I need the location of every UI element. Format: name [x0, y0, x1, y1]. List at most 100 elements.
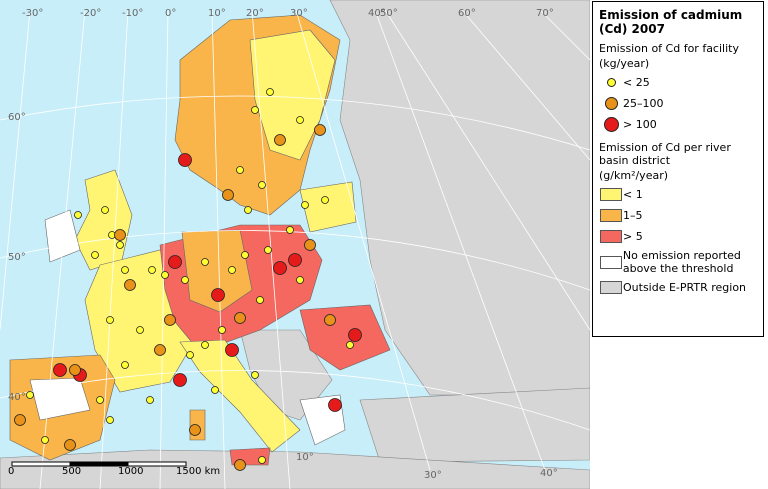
graticule-label: 50° — [380, 8, 398, 19]
legend-label: > 100 — [623, 118, 657, 131]
facility-dot — [101, 206, 109, 214]
facility-dot — [251, 371, 259, 379]
facility-dot — [91, 251, 99, 259]
facility-dot — [251, 106, 259, 114]
facility-dot — [148, 266, 156, 274]
legend-item: No emission reported above the threshold — [599, 247, 757, 277]
graticule-label: 60° — [8, 112, 26, 123]
facility-dot — [222, 189, 234, 201]
facility-dot — [234, 459, 246, 471]
facility-dot — [161, 271, 169, 279]
facility-dot — [146, 396, 154, 404]
facility-dot — [258, 456, 266, 464]
legend-item: > 5 — [599, 226, 757, 247]
facility-dot — [69, 364, 81, 376]
facility-dot — [256, 296, 264, 304]
legend-label: > 5 — [623, 230, 643, 243]
facility-dot — [186, 351, 194, 359]
facility-dot — [296, 116, 304, 124]
facility-dot — [296, 276, 304, 284]
legend-item: < 1 — [599, 184, 757, 205]
legend-item: Outside E-PRTR region — [599, 277, 757, 298]
legend-title: Emission of cadmium (Cd) 2007 — [599, 8, 743, 36]
facility-dot — [304, 239, 316, 251]
graticule-label: 20° — [246, 8, 264, 19]
facility-dot — [348, 328, 362, 342]
facility-dot — [136, 326, 144, 334]
facility-dot — [258, 181, 266, 189]
facility-dot — [346, 341, 354, 349]
graticule-label: -20° — [80, 8, 101, 19]
facility-dot — [154, 344, 166, 356]
facility-dot — [114, 229, 126, 241]
facility-dot — [116, 241, 124, 249]
legend-label: Outside E-PRTR region — [623, 281, 747, 294]
graticule-label: 40° — [540, 468, 558, 479]
facility-dot — [328, 398, 342, 412]
legend: Emission of cadmium (Cd) 2007 Emission o… — [592, 1, 764, 337]
legend-label: No emission reported above the threshold — [622, 249, 741, 275]
facility-dot — [218, 326, 226, 334]
facility-dot — [181, 276, 189, 284]
facility-dot — [74, 211, 82, 219]
map: -30° -20° -10° 0° 10° 20° 30° 40°50° 60° 70°60°50… — [0, 0, 590, 489]
legend-unit: (kg/year) — [599, 57, 650, 70]
outside-region — [0, 0, 590, 489]
facility-dot — [244, 206, 252, 214]
facility-dot — [211, 288, 225, 302]
facility-dot — [236, 166, 244, 174]
legend-label: < 25 — [623, 76, 650, 89]
facility-dot — [121, 361, 129, 369]
facility-dot — [53, 363, 67, 377]
legend-item: > 100 — [599, 114, 757, 135]
facility-dot — [225, 343, 239, 357]
facility-dot — [234, 312, 246, 324]
scale-label: 1000 — [118, 466, 143, 477]
legend-heading: Emission of Cd for facility — [599, 42, 739, 55]
legend-item: 1–5 — [599, 205, 757, 226]
facility-dot — [228, 266, 236, 274]
facility-dot — [41, 436, 49, 444]
facility-dot — [288, 253, 302, 267]
facility-dot — [201, 258, 209, 266]
legend-label: < 1 — [623, 188, 643, 201]
scale-label: 500 — [62, 466, 81, 477]
facility-dot — [286, 226, 294, 234]
facility-dot — [314, 124, 326, 136]
facility-dot — [301, 201, 309, 209]
legend-item: 25–100 — [599, 93, 757, 114]
facility-dot — [324, 314, 336, 326]
facility-dot — [96, 396, 104, 404]
graticule-label: -10° — [122, 8, 143, 19]
graticule-label: 30° — [290, 8, 308, 19]
facility-dots — [14, 88, 362, 471]
facility-dot — [211, 386, 219, 394]
scale-label: 1500 km — [176, 466, 220, 477]
graticule-label: -30° — [22, 8, 43, 19]
facility-dot — [274, 134, 286, 146]
facility-dot — [201, 341, 209, 349]
graticule-label: 40° — [368, 8, 386, 19]
facility-dot — [264, 246, 272, 254]
legend-item: < 25 — [599, 72, 757, 93]
graticule-label: 10° — [296, 452, 314, 463]
facility-dot — [64, 439, 76, 451]
facility-dot — [273, 261, 287, 275]
facility-dot — [173, 373, 187, 387]
facility-dot — [164, 314, 176, 326]
facility-dot — [266, 88, 274, 96]
graticule-label: 70° — [536, 8, 554, 19]
graticule-label: 60° — [458, 8, 476, 19]
scale-label: 0 — [8, 466, 14, 477]
facility-dot — [124, 279, 136, 291]
graticule-label: 50° — [8, 252, 26, 263]
facility-dot — [106, 416, 114, 424]
labels: -30° -20° -10° 0° 10° 20° 30° 40°50° 60° 70°60°50… — [8, 8, 558, 481]
graticule-label: 0° — [165, 8, 176, 19]
legend-unit: (g/km²/year) — [599, 169, 669, 182]
facility-dot — [106, 316, 114, 324]
facility-dot — [178, 153, 192, 167]
facility-dot — [321, 196, 329, 204]
facility-dot — [189, 424, 201, 436]
